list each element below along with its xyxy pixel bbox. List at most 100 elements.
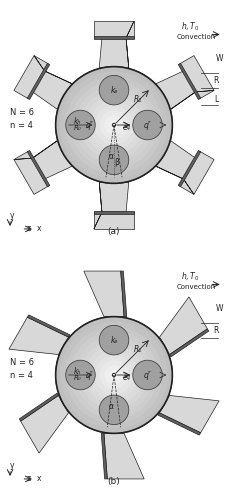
Circle shape: [75, 86, 152, 164]
Text: W: W: [215, 304, 222, 314]
Circle shape: [55, 66, 172, 184]
Polygon shape: [9, 317, 68, 354]
Circle shape: [84, 346, 143, 404]
Text: α: α: [108, 402, 113, 411]
Polygon shape: [155, 140, 195, 179]
Polygon shape: [179, 151, 213, 194]
Circle shape: [55, 316, 172, 434]
Circle shape: [80, 341, 147, 409]
Polygon shape: [159, 396, 218, 433]
Text: $h, T_0$: $h, T_0$: [180, 21, 199, 34]
Text: n = 4: n = 4: [10, 122, 33, 130]
Polygon shape: [14, 140, 57, 160]
Polygon shape: [32, 140, 72, 179]
Polygon shape: [155, 166, 193, 194]
Polygon shape: [14, 151, 48, 194]
Text: Convection: Convection: [176, 284, 215, 290]
Polygon shape: [84, 271, 123, 316]
Circle shape: [109, 370, 118, 380]
Text: n = 4: n = 4: [10, 372, 33, 380]
Polygon shape: [169, 329, 208, 357]
Text: z: z: [27, 474, 31, 483]
Circle shape: [89, 100, 138, 150]
Polygon shape: [94, 21, 133, 38]
Polygon shape: [126, 21, 133, 68]
Circle shape: [99, 360, 128, 390]
Text: y: y: [10, 460, 15, 469]
Polygon shape: [94, 36, 133, 39]
Text: q″: q″: [143, 370, 151, 380]
Text: R₀: R₀: [74, 376, 81, 382]
Circle shape: [84, 96, 143, 154]
Text: R: R: [212, 326, 218, 336]
Circle shape: [70, 81, 157, 169]
Polygon shape: [179, 56, 213, 99]
Circle shape: [99, 145, 128, 174]
Circle shape: [94, 356, 133, 395]
Text: W: W: [215, 54, 222, 64]
Polygon shape: [101, 434, 107, 479]
Circle shape: [80, 91, 147, 159]
Polygon shape: [27, 64, 49, 100]
Polygon shape: [94, 211, 133, 214]
Polygon shape: [27, 150, 49, 186]
Polygon shape: [14, 56, 48, 99]
Polygon shape: [170, 90, 213, 110]
Circle shape: [65, 360, 95, 390]
Text: R₁: R₁: [133, 344, 142, 354]
Circle shape: [60, 72, 167, 178]
Text: N = 6: N = 6: [10, 108, 34, 117]
Text: x: x: [37, 474, 41, 483]
Text: q″: q″: [86, 370, 93, 380]
Polygon shape: [32, 71, 72, 110]
Polygon shape: [19, 393, 58, 421]
Circle shape: [55, 316, 172, 434]
Polygon shape: [20, 396, 68, 453]
Circle shape: [55, 66, 172, 184]
Text: kₕ: kₕ: [74, 367, 81, 376]
Circle shape: [65, 326, 162, 424]
Text: kₑ: kₑ: [110, 86, 117, 94]
Circle shape: [99, 395, 128, 424]
Text: L: L: [214, 94, 218, 104]
Text: Convection: Convection: [176, 34, 215, 40]
Text: z: z: [27, 224, 31, 233]
Polygon shape: [158, 413, 200, 435]
Polygon shape: [99, 38, 128, 68]
Text: $h, T_0$: $h, T_0$: [180, 271, 199, 283]
Text: R₀: R₀: [74, 126, 81, 132]
Text: kₑ: kₑ: [110, 336, 117, 344]
Circle shape: [60, 322, 167, 428]
Text: β: β: [114, 158, 118, 167]
Text: α: α: [108, 152, 113, 161]
Text: (b): (b): [107, 476, 120, 486]
Circle shape: [104, 116, 123, 134]
Polygon shape: [99, 182, 128, 212]
Text: kₕ: kₕ: [74, 117, 81, 126]
Circle shape: [109, 120, 118, 130]
Text: q″: q″: [143, 120, 151, 130]
Polygon shape: [94, 182, 101, 229]
Text: y: y: [10, 210, 15, 220]
Polygon shape: [155, 71, 195, 110]
Circle shape: [94, 106, 133, 144]
Text: e₄: e₄: [122, 122, 130, 132]
Circle shape: [89, 350, 138, 400]
Circle shape: [65, 76, 162, 174]
Polygon shape: [159, 297, 207, 354]
Polygon shape: [27, 315, 69, 337]
Text: N = 6: N = 6: [10, 358, 34, 367]
Circle shape: [132, 360, 162, 390]
Circle shape: [99, 76, 128, 105]
Text: R: R: [212, 76, 218, 86]
Circle shape: [99, 326, 128, 355]
Polygon shape: [120, 271, 126, 316]
Circle shape: [99, 110, 128, 140]
Text: R₁: R₁: [133, 94, 142, 104]
Polygon shape: [178, 150, 200, 186]
Text: e₄: e₄: [122, 372, 130, 382]
Text: (a): (a): [107, 226, 120, 235]
Text: x: x: [37, 224, 41, 233]
Circle shape: [132, 110, 162, 140]
Circle shape: [70, 331, 157, 419]
